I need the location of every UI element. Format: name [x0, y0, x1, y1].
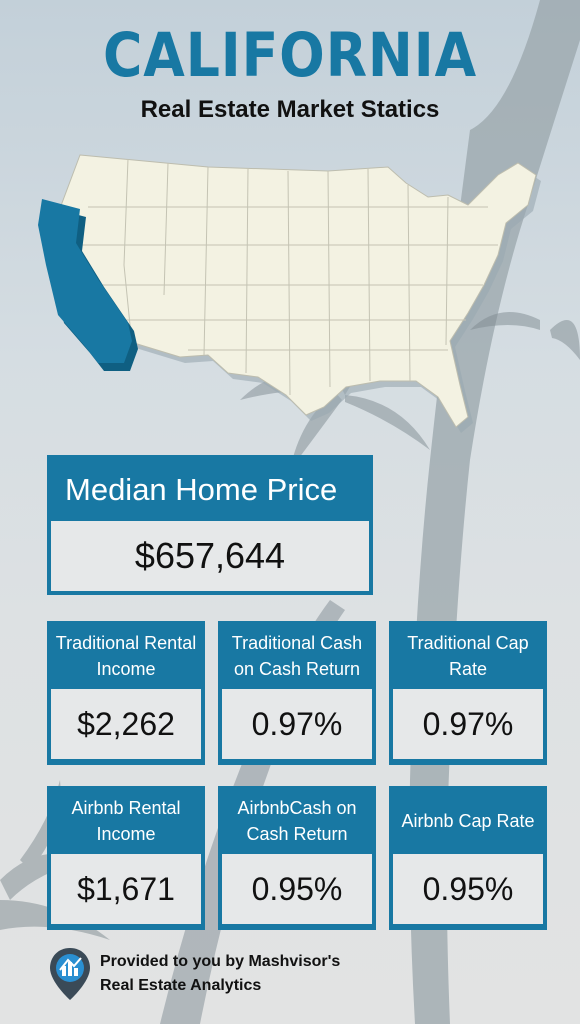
california-state-shape — [38, 199, 132, 363]
stat-value: $2,262 — [51, 689, 201, 759]
stat-card-airbnb-cap-rate: Airbnb Cap Rate 0.95% — [389, 786, 547, 930]
page-subtitle: Real Estate Market Statics — [140, 96, 440, 123]
page-title: CALIFORNIA — [103, 20, 477, 91]
stat-value: 0.97% — [393, 689, 543, 759]
footer-credit-line2: Real Estate Analytics — [100, 977, 262, 994]
usa-land-shape — [49, 154, 537, 428]
stat-value: 0.95% — [222, 854, 372, 924]
usa-map-california-highlighted — [38, 154, 541, 433]
stat-card-traditional-rental-income: Traditional Rental Income $2,262 — [47, 621, 205, 765]
median-home-price-label: Median Home Price — [65, 472, 338, 507]
stat-label: Traditional Cash on Cash Return — [231, 633, 363, 679]
stat-card-traditional-cap-rate: Traditional Cap Rate 0.97% — [389, 621, 547, 765]
footer-credit: Provided to you by Mashvisor's Real Esta… — [100, 950, 420, 998]
stat-value: 0.95% — [393, 854, 543, 924]
stat-value: 0.97% — [222, 689, 372, 759]
median-home-price-card: Median Home Price $657,644 — [47, 455, 373, 595]
stat-label: Airbnb Rental Income — [71, 798, 181, 844]
stat-label: Traditional Cap Rate — [407, 633, 529, 679]
stat-label: Airbnb Cap Rate — [401, 811, 535, 831]
stat-card-airbnb-rental-income: Airbnb Rental Income $1,671 — [47, 786, 205, 930]
stat-label: Traditional Rental Income — [55, 633, 197, 679]
stat-value: $1,671 — [51, 854, 201, 924]
mashvisor-pin-logo-icon — [50, 948, 90, 1000]
stat-card-airbnb-cash-on-cash-return: AirbnbCash on Cash Return 0.95% — [218, 786, 376, 930]
footer-credit-line1: Provided to you by Mashvisor's — [100, 953, 341, 970]
stat-label: AirbnbCash on Cash Return — [237, 798, 357, 844]
stat-card-traditional-cash-on-cash-return: Traditional Cash on Cash Return 0.97% — [218, 621, 376, 765]
median-home-price-value: $657,644 — [51, 521, 369, 591]
